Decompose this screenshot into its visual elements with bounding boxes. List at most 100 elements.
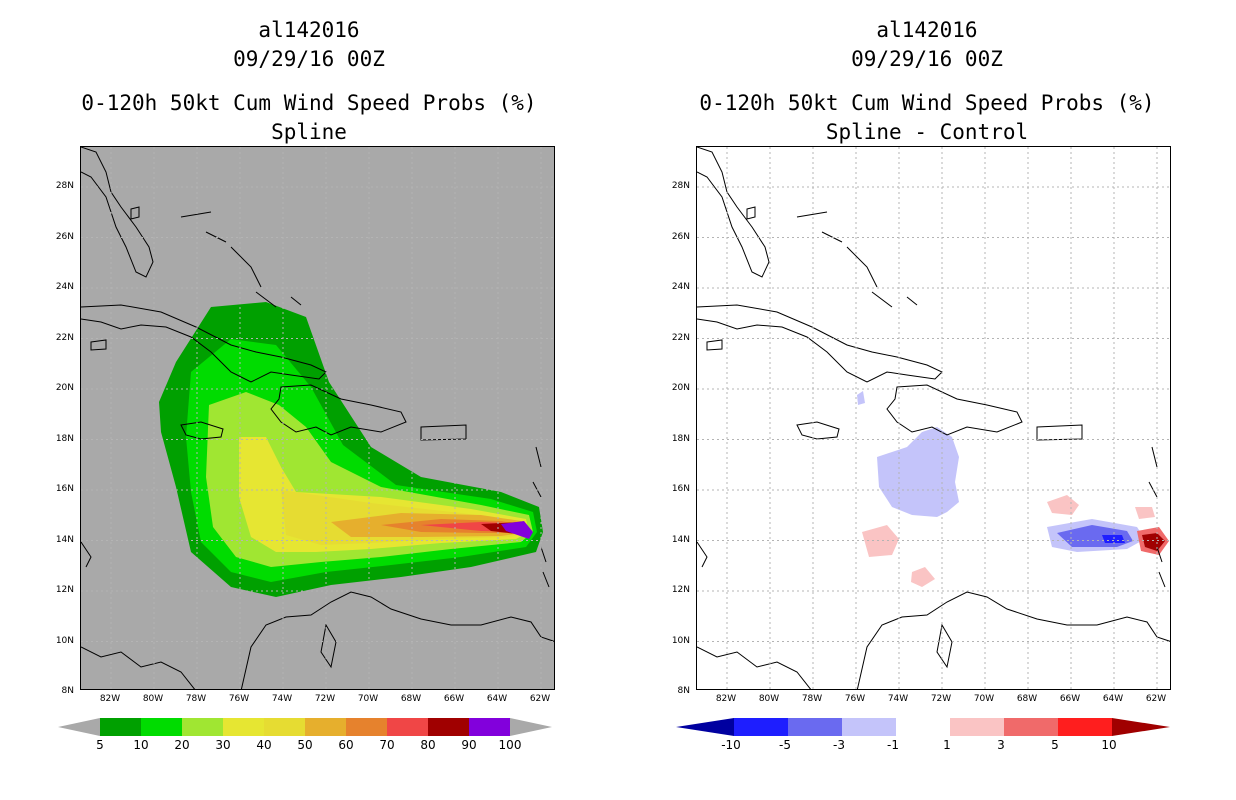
- puerto-rico-outline: [1036, 424, 1083, 441]
- lake-okeechobee: [130, 206, 140, 220]
- colorbar-label: -3: [833, 738, 845, 752]
- lat-label: 14N: [671, 535, 690, 545]
- colorbar-segment: [387, 718, 428, 736]
- lat-label: 8N: [677, 686, 690, 696]
- south-america-coast: [240, 591, 554, 689]
- colorbar-label: 30: [215, 738, 231, 752]
- colorbar-label: -10: [721, 738, 741, 752]
- colorbar-segment: [305, 718, 346, 736]
- lat-label: 16N: [671, 484, 690, 494]
- probability-map: [80, 146, 555, 690]
- colorbar-segment: [182, 718, 223, 736]
- lat-label: 16N: [55, 484, 74, 494]
- yucatan-central-america: [697, 541, 812, 689]
- colorbar-label: 3: [997, 738, 1005, 752]
- colorbar-segment: [1058, 718, 1112, 736]
- right-panel: al142016 09/29/16 00Z 0-120h 50kt Cum Wi…: [618, 0, 1236, 800]
- colorbar-label: 70: [379, 738, 395, 752]
- difference-contours: [857, 391, 1169, 587]
- lon-label: 74W: [271, 694, 293, 704]
- puerto-rico-outline: [420, 424, 467, 441]
- colorbar-segment: [264, 718, 305, 736]
- colorbar-segment: [1004, 718, 1058, 736]
- florida-outline: [697, 147, 770, 278]
- colorbar-label: 60: [338, 738, 354, 752]
- lat-label: 26N: [671, 232, 690, 242]
- jamaica-outline: [796, 421, 840, 440]
- datetime: 09/29/16 00Z: [851, 47, 1003, 71]
- lat-label: 18N: [671, 434, 690, 444]
- colorbar-segment: [950, 718, 1004, 736]
- lon-label: 64W: [1102, 694, 1124, 704]
- colorbar-over-triangle: [510, 718, 552, 736]
- colorbar-label: 100: [498, 738, 522, 752]
- contour-90: [501, 521, 533, 539]
- neg-area-hispaniola: [877, 427, 959, 517]
- colorbar-segment: [469, 718, 510, 736]
- lat-label: 10N: [55, 636, 74, 646]
- colorbar-segment: [141, 718, 182, 736]
- pos-area-3: [911, 567, 935, 587]
- product-title: 0-120h 50kt Cum Wind Speed Probs (%): [699, 91, 1155, 115]
- hispaniola-outline: [886, 384, 1023, 436]
- jamaica-outline: [180, 421, 224, 440]
- florida-outline: [81, 147, 154, 278]
- pos-area-east-core: [1142, 533, 1165, 551]
- lon-label: 78W: [185, 694, 207, 704]
- lat-label: 28N: [55, 181, 74, 191]
- difference-map: [696, 146, 1171, 690]
- colorbar: [58, 718, 552, 736]
- lat-label: 10N: [671, 636, 690, 646]
- lat-label: 24N: [55, 282, 74, 292]
- cuba-outline: [81, 304, 327, 383]
- lon-label: 76W: [844, 694, 866, 704]
- colorbar: [676, 718, 1170, 736]
- neg-speck: [857, 391, 865, 405]
- isle-of-youth: [706, 339, 723, 351]
- lon-label: 74W: [887, 694, 909, 704]
- pos-area-2: [862, 525, 899, 557]
- colorbar-under-triangle: [58, 718, 100, 736]
- left-panel: al142016 09/29/16 00Z 0-120h 50kt Cum Wi…: [55, 18, 555, 752]
- colorbar-segment: [346, 718, 387, 736]
- yucatan-central-america: [81, 541, 196, 689]
- south-america-coast: [856, 591, 1170, 689]
- lake-maracaibo: [320, 623, 337, 669]
- lat-label: 12N: [671, 585, 690, 595]
- colorbar-label: 40: [256, 738, 272, 752]
- colorbar-segment: [842, 718, 896, 736]
- lake-okeechobee: [746, 206, 756, 220]
- product-title: 0-120h 50kt Cum Wind Speed Probs (%): [81, 91, 537, 115]
- lon-label: 72W: [930, 694, 952, 704]
- panel-subtitle: Spline: [271, 120, 347, 144]
- lon-label: 80W: [142, 694, 164, 704]
- colorbar-under-triangle: [676, 718, 734, 736]
- graticule: [697, 147, 1170, 689]
- hispaniola-outline: [270, 384, 407, 436]
- storm-id: al142016: [876, 18, 978, 42]
- colorbar-segment: [788, 718, 842, 736]
- lon-label: 76W: [228, 694, 250, 704]
- colorbar-label: 10: [1101, 738, 1117, 752]
- lon-label: 68W: [400, 694, 422, 704]
- lat-label: 18N: [55, 434, 74, 444]
- pos-area-4: [1135, 507, 1155, 519]
- colorbar-label: 1: [943, 738, 951, 752]
- lat-label: 22N: [55, 333, 74, 343]
- colorbar-label: -5: [779, 738, 791, 752]
- lat-label: 26N: [55, 232, 74, 242]
- datetime: 09/29/16 00Z: [233, 47, 385, 71]
- lon-label: 62W: [529, 694, 551, 704]
- colorbar-label: 5: [1051, 738, 1059, 752]
- lon-label: 64W: [486, 694, 508, 704]
- colorbar-over-triangle: [1112, 718, 1170, 736]
- colorbar-label: 10: [133, 738, 149, 752]
- lat-label: 20N: [671, 383, 690, 393]
- lake-maracaibo: [936, 623, 953, 669]
- colorbar-segment: [223, 718, 264, 736]
- cuba-outline: [697, 304, 943, 383]
- lon-label: 62W: [1145, 694, 1167, 704]
- coastlines: [697, 147, 1170, 689]
- lat-label: 24N: [671, 282, 690, 292]
- lon-label: 82W: [715, 694, 737, 704]
